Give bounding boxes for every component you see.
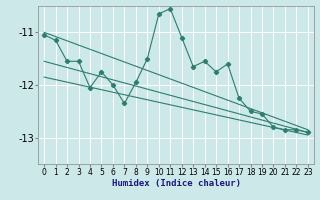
- X-axis label: Humidex (Indice chaleur): Humidex (Indice chaleur): [111, 179, 241, 188]
